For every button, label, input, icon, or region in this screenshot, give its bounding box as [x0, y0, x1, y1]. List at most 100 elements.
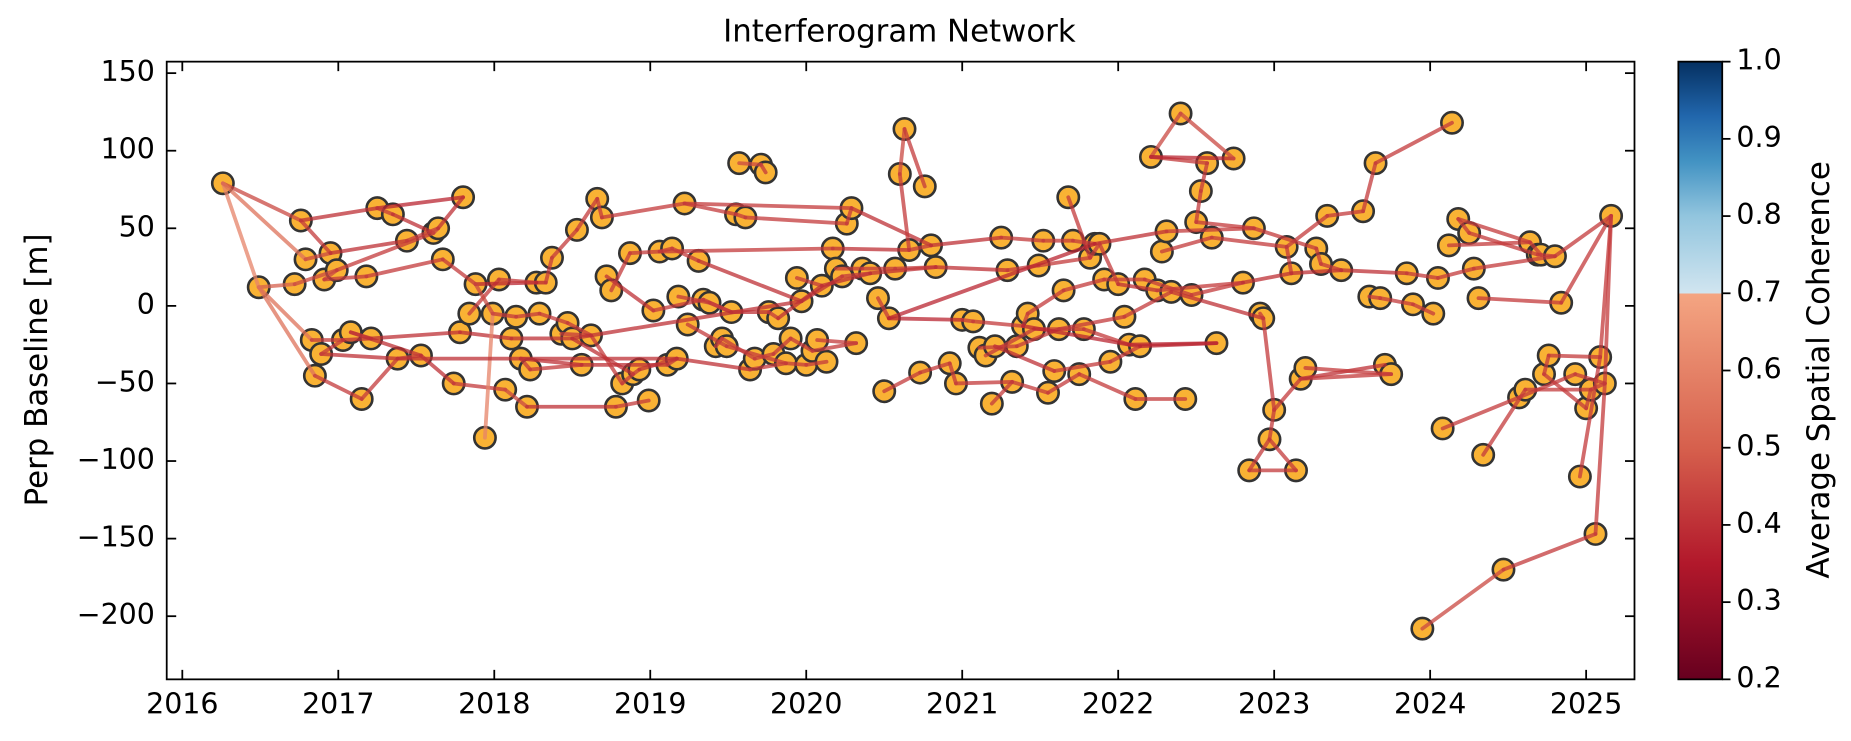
x-tick-label: 2020 — [770, 687, 842, 720]
edge — [1036, 255, 1093, 268]
edge — [298, 206, 380, 223]
edge — [628, 249, 662, 256]
edge — [256, 285, 317, 378]
edge — [1198, 161, 1210, 193]
colorbar-tick-label: 0.4 — [1736, 507, 1781, 540]
edge — [887, 241, 1097, 321]
plot-area — [210, 101, 1624, 641]
colorbar-label: Average Spatial Coherence — [1801, 161, 1837, 578]
edge — [1577, 355, 1603, 479]
edge — [220, 181, 303, 223]
edge — [1404, 271, 1440, 280]
edge — [609, 251, 632, 293]
edge — [1411, 302, 1436, 316]
edge — [328, 238, 409, 256]
edge — [1440, 395, 1521, 431]
edge — [359, 356, 400, 401]
edge — [1361, 161, 1378, 214]
x-tick-label: 2019 — [614, 687, 686, 720]
edge — [292, 268, 339, 287]
edge — [1010, 380, 1050, 395]
edge — [1021, 311, 1030, 328]
colorbar — [1677, 60, 1724, 681]
edge — [804, 359, 829, 367]
edge — [1122, 290, 1174, 319]
edge — [849, 206, 933, 248]
edge — [1584, 387, 1593, 411]
edge — [989, 380, 1015, 406]
edge — [1169, 290, 1266, 321]
y-axis-label: Perp Baseline [m] — [19, 233, 55, 506]
edge — [405, 226, 441, 243]
edge — [375, 195, 465, 211]
edge — [313, 373, 364, 401]
y-tick-label: −50 — [95, 365, 155, 398]
edge — [696, 258, 804, 304]
edge — [1194, 220, 1256, 231]
edge — [794, 276, 824, 288]
edge — [1553, 213, 1613, 259]
edge — [440, 257, 478, 287]
plot-frame — [165, 60, 1636, 681]
edge — [458, 330, 514, 341]
edge — [614, 398, 651, 409]
edge — [1097, 241, 1121, 287]
edge — [743, 215, 849, 226]
edge — [947, 361, 958, 386]
chart-title: Interferogram Network — [723, 14, 1076, 50]
edge — [1284, 245, 1294, 276]
edge — [220, 181, 261, 290]
x-tick-label: 2023 — [1238, 687, 1310, 720]
edge — [983, 327, 1036, 358]
edge — [303, 251, 333, 262]
edge — [1378, 296, 1415, 307]
edge — [1481, 387, 1528, 457]
edge — [497, 277, 539, 285]
edge — [1241, 271, 1294, 285]
edge — [1542, 372, 1589, 411]
edge — [256, 285, 314, 342]
edge — [897, 127, 907, 176]
edge — [1436, 266, 1476, 280]
edge — [369, 330, 462, 341]
y-tick-label: −200 — [77, 598, 155, 631]
edge — [1057, 314, 1127, 332]
colorbar-tick-label: 0.3 — [1736, 584, 1781, 617]
edge — [830, 246, 912, 252]
edge — [490, 311, 519, 319]
edge — [451, 381, 508, 392]
edge — [1298, 372, 1394, 381]
edge — [1546, 353, 1603, 359]
edge — [620, 372, 635, 386]
edge — [1155, 280, 1245, 293]
y-tick-label: 100 — [101, 133, 155, 166]
x-tick-label: 2018 — [458, 687, 530, 720]
edge — [1252, 226, 1319, 251]
edge — [1446, 240, 1532, 248]
edge — [971, 319, 1025, 328]
edge — [514, 311, 542, 319]
edge — [902, 127, 927, 189]
edge — [1559, 213, 1613, 305]
edge — [256, 282, 297, 290]
edge — [550, 227, 579, 260]
edge — [737, 161, 763, 167]
edge — [1373, 120, 1454, 166]
edge — [748, 361, 788, 372]
x-tick-label: 2017 — [302, 687, 374, 720]
edge — [707, 300, 734, 314]
x-tick-label: 2016 — [146, 687, 218, 720]
edge — [929, 235, 1004, 248]
edge — [674, 356, 752, 372]
edge — [334, 231, 436, 273]
colorbar-tick-label: 1.0 — [1736, 44, 1781, 77]
edge — [1535, 252, 1557, 259]
edge — [390, 212, 436, 235]
y-tick-label: 50 — [119, 210, 155, 243]
edge — [876, 296, 891, 321]
x-tick-label: 2024 — [1394, 687, 1466, 720]
edge — [887, 316, 965, 322]
edge — [1247, 437, 1272, 473]
colorbar-tick-label: 0.6 — [1736, 353, 1781, 386]
